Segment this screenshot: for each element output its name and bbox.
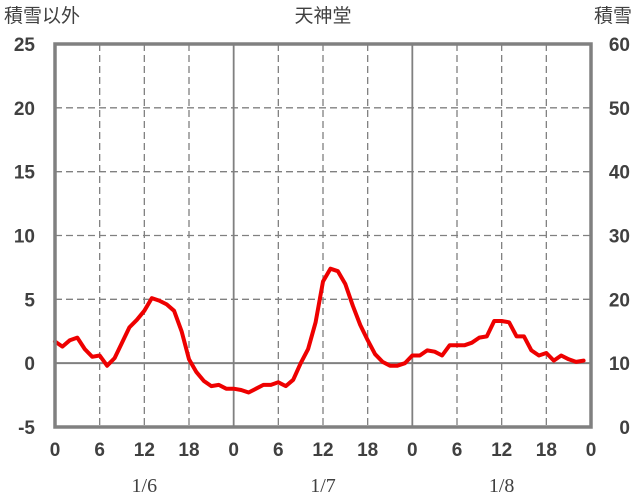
x-tick-label: 18 [536, 440, 557, 461]
y-right-tick-label: 60 [609, 35, 630, 56]
x-tick-label: 18 [357, 440, 378, 461]
x-tick-label: 6 [94, 440, 105, 461]
temperature-series [53, 266, 586, 395]
x-tick-label: 12 [491, 440, 512, 461]
y-right-tick-label: 10 [609, 354, 630, 375]
y-left-tick-label: 15 [14, 163, 36, 184]
date-label: 1/7 [310, 475, 336, 497]
x-tick-label: 0 [228, 440, 239, 461]
y-right-tick-label: 30 [609, 227, 630, 248]
x-tick-label: 0 [407, 440, 418, 461]
y-left-tick-label: 5 [24, 290, 35, 311]
x-tick-label: 0 [50, 440, 61, 461]
y-left-tick-label: 20 [14, 99, 35, 120]
left-axis-label: 積雪以外 [4, 5, 80, 27]
y-left-tick-label: 10 [14, 227, 35, 248]
x-tick-label: 12 [134, 440, 155, 461]
date-label: 1/6 [132, 475, 158, 497]
y-right-tick-label: 40 [609, 163, 630, 184]
right-axis-label: 積雪 [594, 5, 632, 27]
y-left-tick-label: 25 [14, 35, 36, 56]
plot-border [53, 42, 593, 429]
y-left-tick-label: -5 [18, 418, 35, 439]
y-left-tick-label: 0 [24, 354, 35, 375]
y-right-tick-label: 50 [609, 99, 630, 120]
grid-lines [55, 44, 591, 427]
y-right-tick-label: 20 [609, 290, 630, 311]
date-label: 1/8 [489, 475, 515, 497]
chart-title: 天神堂 [294, 5, 351, 27]
x-tick-label: 12 [312, 440, 333, 461]
x-tick-label: 0 [586, 440, 597, 461]
x-tick-label: 18 [178, 440, 199, 461]
x-tick-label: 6 [273, 440, 284, 461]
y-right-tick-label: 0 [619, 418, 630, 439]
x-tick-label: 6 [452, 440, 463, 461]
